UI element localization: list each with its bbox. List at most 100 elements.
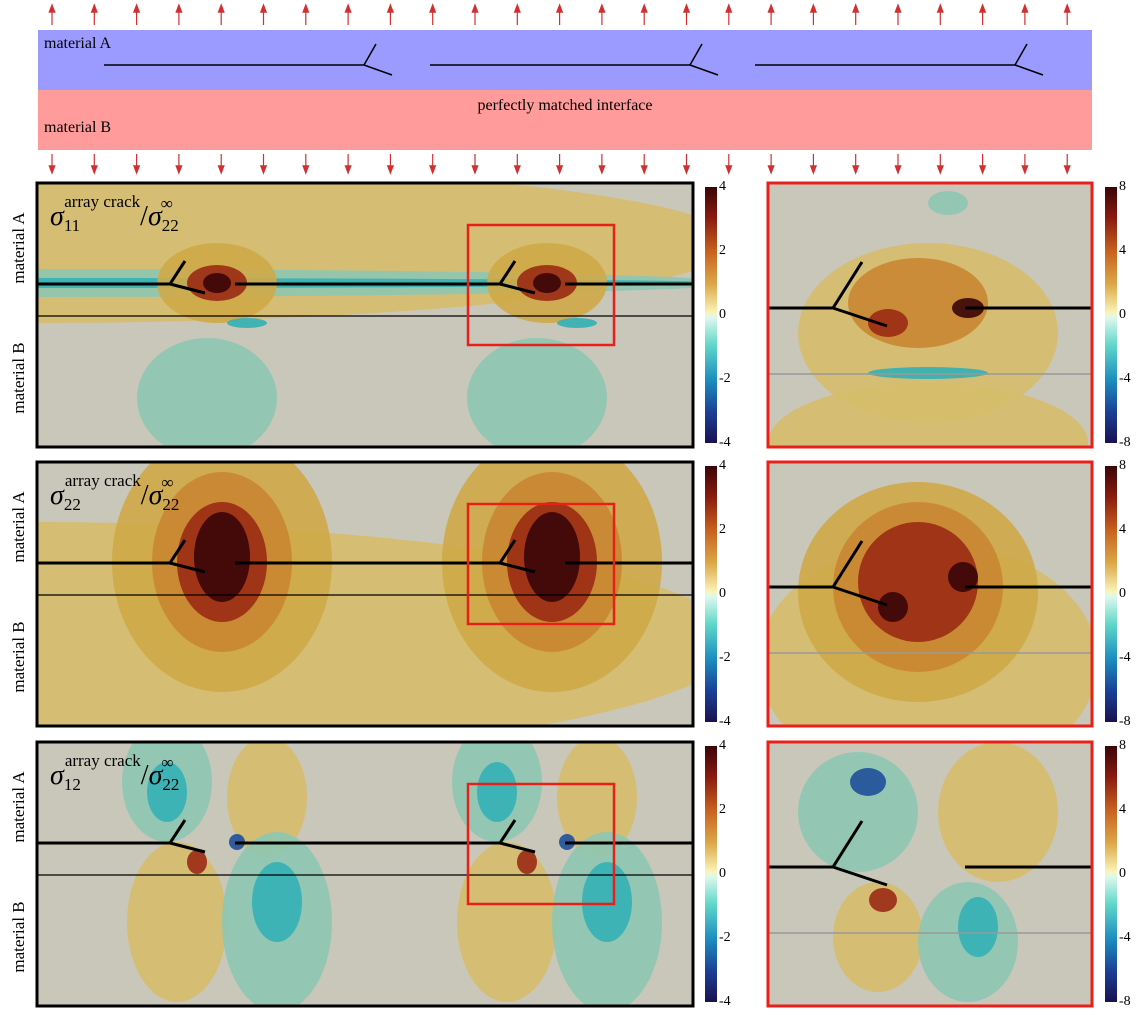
title-part: / <box>140 201 148 232</box>
side-label: material B <box>9 621 28 692</box>
contour <box>798 752 918 872</box>
crack <box>768 540 1092 607</box>
zoom-box <box>466 502 616 626</box>
colorbar-tick-label: -4 <box>1119 371 1131 386</box>
zoom-box <box>466 223 616 347</box>
schematic: material A material B perfectly matched … <box>38 3 1092 175</box>
title-part: 22 <box>162 216 179 235</box>
colorbar-tick-label: -2 <box>719 371 731 386</box>
side-label: material A <box>9 491 28 563</box>
title-part: 22 <box>64 495 81 514</box>
contour <box>517 850 537 874</box>
contour <box>557 742 637 857</box>
panel: σ12array crack/σ22∞ material A material B 4… <box>9 738 1131 1009</box>
crack <box>37 260 693 295</box>
colorbar-tick-label: -2 <box>719 650 731 665</box>
title-part: / <box>141 760 149 791</box>
panel-frame <box>35 181 695 449</box>
colorbar-tick-label: -8 <box>1119 435 1131 450</box>
title-part: array crack <box>65 471 141 490</box>
zoom-field <box>768 183 1092 447</box>
colorbar-tick-label: 0 <box>719 586 726 601</box>
contour <box>533 273 561 293</box>
colorbar-tick-label: 0 <box>1119 586 1126 601</box>
contour <box>467 338 607 447</box>
colorbar-tick-label: -8 <box>1119 994 1131 1009</box>
zoom-box <box>466 782 616 906</box>
colorbar <box>705 746 717 1002</box>
title-part: ∞ <box>161 194 173 213</box>
contour <box>878 592 908 622</box>
colorbar-tick-label: 2 <box>719 243 726 258</box>
contour <box>868 367 988 379</box>
panel-frame <box>35 740 695 1008</box>
colorbar-tick-label: -4 <box>1119 930 1131 945</box>
contour <box>928 191 968 215</box>
contour <box>582 862 632 942</box>
title-part: 12 <box>64 775 81 794</box>
colorbar-tick-label: 4 <box>719 738 726 753</box>
crack <box>755 43 1044 76</box>
title-part: σ <box>149 480 164 511</box>
crack <box>768 820 1092 887</box>
zoom-frame <box>766 181 1094 449</box>
crack <box>430 43 719 76</box>
panel-title: σ11array crack/σ22∞ <box>50 192 179 235</box>
side-label: material A <box>9 771 28 843</box>
title-part: 11 <box>64 216 80 235</box>
colorbar <box>1105 746 1117 1002</box>
side-label: material B <box>9 901 28 972</box>
contour <box>868 309 908 337</box>
contour <box>869 888 897 912</box>
colorbar-tick-label: 4 <box>1119 802 1126 817</box>
contour-field <box>37 742 693 1006</box>
crack <box>104 43 393 76</box>
contour <box>147 762 187 822</box>
colorbar-tick-label: 0 <box>1119 866 1126 881</box>
zoom-frame <box>766 740 1094 1008</box>
colorbar-tick-label: -4 <box>719 994 731 1009</box>
contour <box>227 318 267 328</box>
crack <box>37 819 693 854</box>
title-part: σ <box>50 201 65 232</box>
side-label: material B <box>9 342 28 413</box>
contour <box>833 882 923 992</box>
title-part: 22 <box>162 495 179 514</box>
contour <box>203 273 231 293</box>
contour <box>194 512 250 602</box>
colorbar-tick-label: 2 <box>719 802 726 817</box>
panel-title: σ12array crack/σ22∞ <box>50 751 179 794</box>
contour <box>457 842 557 1002</box>
contour <box>187 850 207 874</box>
colorbar-tick-label: 8 <box>1119 738 1126 753</box>
contour <box>252 862 302 942</box>
colorbar-tick-label: 0 <box>719 307 726 322</box>
zoom-field <box>768 742 1092 1006</box>
colorbar-tick-label: 2 <box>719 522 726 537</box>
crack <box>37 539 693 574</box>
contour-field <box>37 462 693 726</box>
side-label: material A <box>9 212 28 284</box>
interface-label: perfectly matched interface <box>478 97 653 114</box>
colorbar-tick-label: -4 <box>719 435 731 450</box>
contour-field <box>37 183 693 447</box>
title-part: σ <box>50 480 65 511</box>
colorbar <box>1105 466 1117 722</box>
colorbar-tick-label: -4 <box>719 714 731 729</box>
colorbar <box>1105 187 1117 443</box>
colorbar <box>705 187 717 443</box>
title-part: ∞ <box>161 473 173 492</box>
panel-title: σ22array crack/σ22∞ <box>50 471 179 514</box>
label-b: material B <box>44 119 111 136</box>
colorbar-tick-label: 4 <box>1119 243 1126 258</box>
zoom-field <box>768 462 1092 726</box>
title-part: / <box>141 480 149 511</box>
colorbar-tick-label: 4 <box>1119 522 1126 537</box>
zoom-frame <box>766 460 1094 728</box>
material-b-band <box>38 90 1092 150</box>
contour <box>557 318 597 328</box>
contour <box>948 562 978 592</box>
colorbar <box>705 466 717 722</box>
